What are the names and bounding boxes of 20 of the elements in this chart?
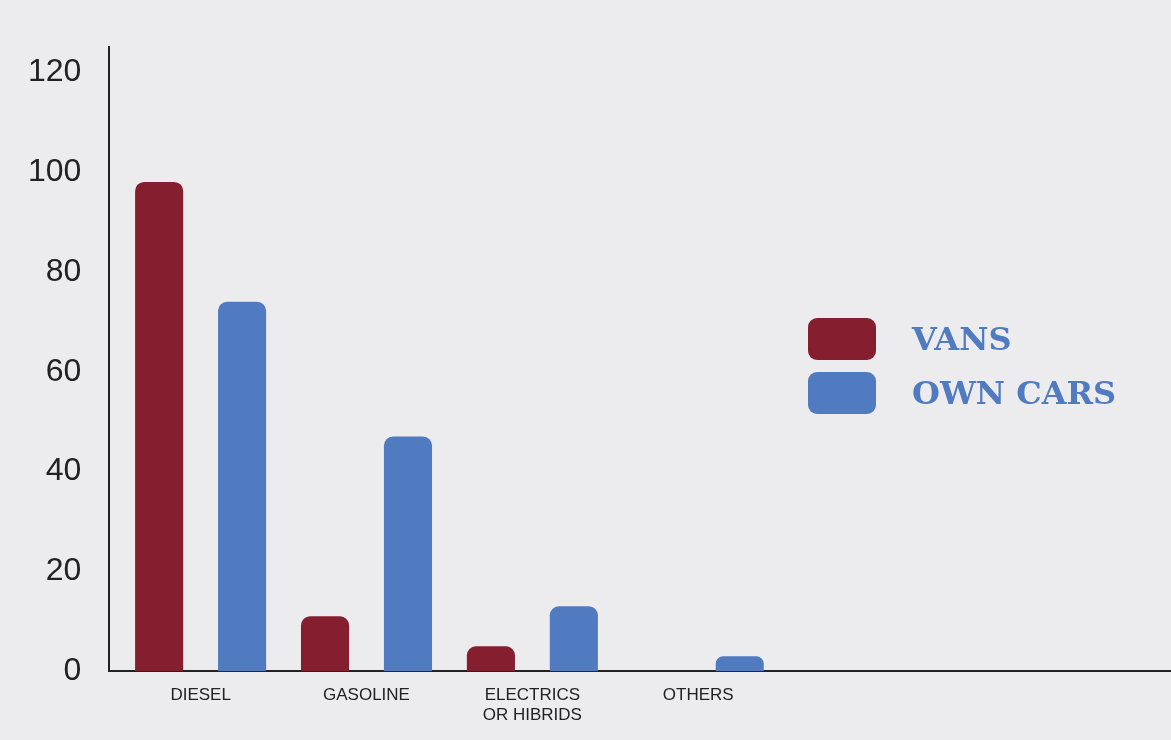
- bar: [218, 301, 267, 672]
- x-tick-label: OTHERS: [662, 685, 734, 705]
- bar: [549, 606, 598, 672]
- bar: [466, 646, 515, 672]
- legend-label: VANS: [912, 320, 1012, 358]
- bar: [300, 616, 350, 672]
- x-tick-label: DIESEL: [170, 685, 231, 705]
- legend-label: OWN CARS: [912, 374, 1117, 412]
- y-tick-label: 0: [63, 651, 82, 688]
- y-tick-label: 60: [45, 351, 82, 388]
- bar: [383, 436, 433, 672]
- bar: [135, 181, 184, 672]
- y-tick-label: 100: [28, 151, 82, 188]
- y-tick-label: 80: [45, 251, 82, 288]
- y-tick-label: 120: [28, 51, 82, 88]
- y-tick-label: 40: [45, 451, 82, 488]
- y-tick-label: 20: [45, 551, 82, 588]
- x-tick-label: GASOLINE: [323, 685, 410, 705]
- bar: [715, 656, 764, 672]
- x-tick-label: ELECTRICS OR HIBRIDS: [482, 685, 582, 725]
